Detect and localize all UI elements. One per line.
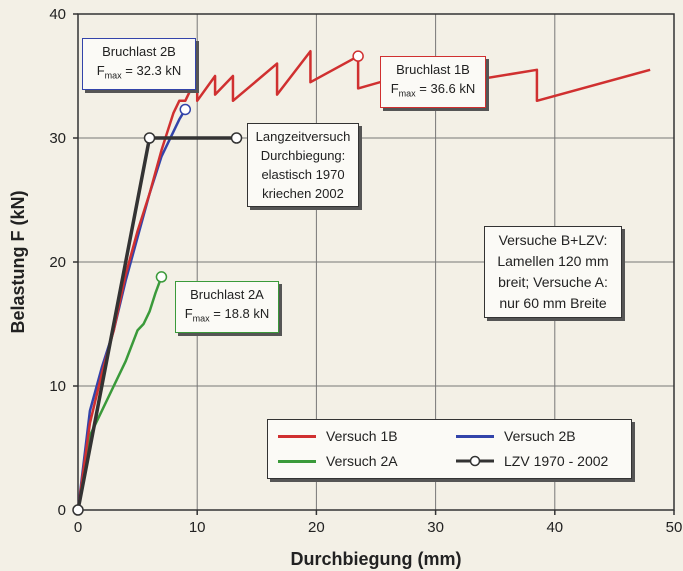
legend-swatch bbox=[456, 434, 494, 438]
legend-item-versuch-2b: Versuch 2B bbox=[456, 428, 576, 444]
x-tick-label: 30 bbox=[427, 519, 444, 536]
annotation-langzeitversuch: Langzeitversuch Durchbiegung: elastisch … bbox=[247, 123, 359, 207]
legend-label: Versuch 1B bbox=[326, 428, 398, 444]
annotation-value: Fmax = 32.3 kN bbox=[96, 63, 182, 81]
x-tick-label: 20 bbox=[308, 519, 325, 536]
annotation-bruchlast-1b: Bruchlast 1B Fmax = 36.6 kN bbox=[380, 56, 486, 108]
legend-item-lzv: LZV 1970 - 2002 bbox=[456, 453, 608, 469]
data-point bbox=[143, 132, 156, 144]
legend-label: Versuch 2A bbox=[326, 453, 398, 469]
failure-marker bbox=[179, 103, 192, 116]
annotation-value: Fmax = 36.6 kN bbox=[390, 81, 476, 99]
annotation-line: elastisch 1970 bbox=[261, 167, 345, 182]
annotation-title: Bruchlast 1B bbox=[396, 62, 470, 77]
annotation-line: kriechen 2002 bbox=[262, 186, 344, 201]
x-axis-label: Durchbiegung (mm) bbox=[291, 549, 462, 569]
annotation-line: nur 60 mm Breite bbox=[499, 295, 607, 311]
y-axis-label: Belastung F (kN) bbox=[8, 190, 28, 333]
y-tick-label: 30 bbox=[49, 130, 66, 147]
legend-label: LZV 1970 - 2002 bbox=[504, 453, 609, 469]
legend-item-versuch-2a: Versuch 2A bbox=[278, 453, 398, 469]
failure-marker bbox=[352, 50, 364, 62]
annotation-title: Bruchlast 2B bbox=[102, 44, 176, 59]
series-line-versuch-1b bbox=[76, 49, 651, 511]
y-tick-label: 20 bbox=[49, 254, 66, 271]
x-tick-label: 10 bbox=[189, 519, 206, 536]
series-group bbox=[72, 49, 651, 516]
annotation-line: breit; Versuche A: bbox=[498, 274, 608, 290]
x-tick-label: 0 bbox=[74, 519, 82, 536]
annotation-line: Durchbiegung: bbox=[260, 148, 346, 163]
y-tick-label: 40 bbox=[49, 6, 66, 23]
data-point bbox=[230, 132, 243, 144]
annotation-title: Bruchlast 2A bbox=[190, 287, 264, 302]
annotation-bruchlast-2a: Bruchlast 2A Fmax = 18.8 kN bbox=[175, 281, 279, 333]
legend-swatch bbox=[278, 434, 316, 438]
y-tick-label: 0 bbox=[58, 502, 66, 519]
ticks: 0 10 20 30 40 0 10 20 30 40 50 bbox=[49, 6, 682, 536]
legend-item-versuch-1b: Versuch 1B bbox=[278, 428, 398, 444]
y-tick-label: 10 bbox=[49, 378, 66, 395]
data-point bbox=[72, 504, 84, 516]
x-tick-label: 40 bbox=[546, 519, 563, 536]
legend-swatch bbox=[278, 459, 316, 463]
series-line-versuch-2a bbox=[76, 276, 163, 511]
x-tick-label: 50 bbox=[666, 519, 683, 536]
annotation-line: Versuche B+LZV: bbox=[498, 232, 608, 248]
series-line-versuch-2b bbox=[76, 108, 187, 511]
annotation-bruchlast-2b: Bruchlast 2B Fmax = 32.3 kN bbox=[82, 38, 196, 90]
legend-swatch-lzv bbox=[456, 455, 494, 467]
annotation-versuche: Versuche B+LZV: Lamellen 120 mm breit; V… bbox=[484, 226, 622, 318]
annotation-line: Lamellen 120 mm bbox=[497, 253, 609, 269]
annotation-line: Langzeitversuch bbox=[255, 129, 351, 144]
annotation-value: Fmax = 18.8 kN bbox=[184, 306, 270, 324]
legend: Versuch 1B Versuch 2B Versuch 2A LZV 197… bbox=[267, 419, 632, 479]
failure-marker bbox=[155, 271, 168, 283]
legend-label: Versuch 2B bbox=[504, 428, 576, 444]
